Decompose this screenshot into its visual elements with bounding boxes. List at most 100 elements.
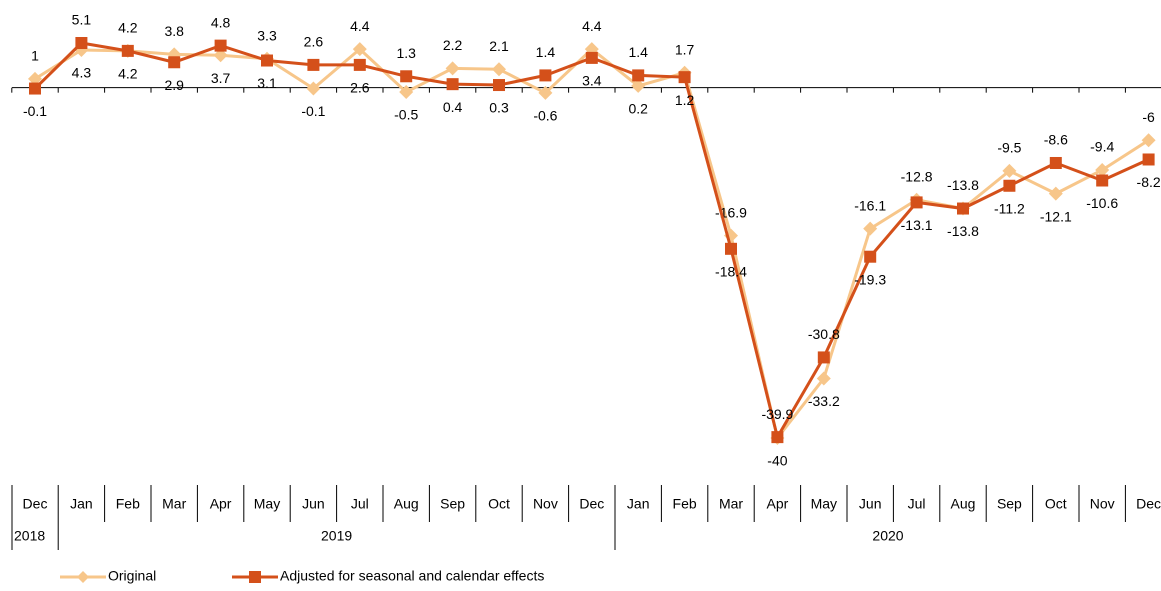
marker (1049, 156, 1062, 169)
legend-label: Adjusted for seasonal and calendar effec… (280, 568, 544, 584)
data-label: 0.2 (628, 101, 648, 117)
x-tick-label: Aug (394, 496, 419, 512)
x-tick-label: Jan (627, 496, 650, 512)
data-label: -0.1 (301, 103, 325, 119)
marker (1002, 163, 1017, 178)
year-label: 2020 (872, 528, 903, 544)
marker (725, 242, 737, 255)
x-tick-label: Feb (673, 496, 697, 512)
x-tick-label: Jul (351, 496, 369, 512)
data-label: 1.4 (628, 44, 648, 60)
marker (863, 221, 878, 236)
marker (121, 44, 134, 57)
data-label: 2.1 (489, 38, 509, 54)
marker (585, 51, 598, 64)
marker (353, 58, 366, 71)
x-tick-label: Sep (440, 496, 465, 512)
marker (29, 82, 41, 95)
data-label: 4.4 (350, 18, 370, 34)
marker (261, 54, 273, 67)
marker (400, 70, 413, 83)
marker (910, 196, 923, 209)
marker (492, 62, 506, 77)
data-label: 3.8 (164, 23, 184, 39)
data-label: 1.7 (675, 41, 695, 57)
legend-marker (249, 571, 261, 583)
data-label: -11.2 (994, 200, 1025, 216)
data-label: -9.4 (1090, 139, 1114, 155)
data-label: -19.3 (854, 271, 886, 287)
data-label: 4.8 (211, 14, 231, 30)
x-tick-label: Nov (1090, 496, 1115, 512)
marker (817, 351, 830, 364)
series-line (34, 47, 1150, 442)
data-label: 2.2 (443, 37, 463, 53)
data-label: 1.4 (536, 44, 556, 60)
marker (538, 85, 553, 100)
x-tick-label: Dec (23, 496, 48, 512)
marker (445, 61, 460, 76)
marker (816, 371, 831, 386)
x-tick-label: Feb (116, 496, 140, 512)
data-label: 4.2 (118, 66, 138, 82)
x-tick-label: Jun (302, 496, 325, 512)
year-label: 2018 (14, 528, 45, 544)
data-label: -18.4 (715, 264, 747, 280)
year-label: 2019 (321, 528, 352, 544)
marker (631, 78, 646, 93)
marker (214, 39, 227, 52)
marker (864, 250, 877, 263)
x-tick-label: Oct (1045, 496, 1067, 512)
x-tick-label: Apr (767, 496, 789, 512)
marker (632, 69, 645, 82)
data-label: -16.1 (854, 197, 886, 213)
marker (1095, 162, 1110, 177)
data-label: -39.9 (761, 406, 793, 422)
marker (75, 37, 88, 49)
marker (446, 78, 459, 91)
data-label: 5.1 (72, 12, 92, 28)
data-label: 4.2 (118, 20, 138, 36)
marker (957, 202, 969, 215)
data-label: -8.6 (1044, 132, 1068, 148)
marker (1048, 186, 1063, 201)
series-line (33, 41, 1150, 442)
x-tick-label: Oct (488, 496, 510, 512)
data-label: -13.8 (947, 177, 979, 193)
marker (399, 85, 414, 100)
x-tick-label: Dec (1136, 496, 1161, 512)
marker (352, 42, 367, 57)
data-label: 4.3 (72, 65, 92, 81)
x-tick-label: Apr (210, 496, 232, 512)
data-label: -0.6 (533, 108, 557, 124)
marker (307, 58, 320, 71)
data-label: -12.1 (1040, 208, 1072, 224)
data-label: -0.5 (394, 107, 418, 123)
marker (1003, 179, 1016, 192)
data-label: -8.2 (1137, 174, 1161, 190)
marker (539, 69, 552, 82)
x-tick-label: Sep (997, 496, 1022, 512)
marker (168, 56, 181, 69)
data-label: 3.4 (582, 73, 602, 89)
marker (678, 71, 691, 84)
x-tick-label: Mar (162, 496, 186, 512)
data-label: 2.6 (350, 80, 370, 96)
x-tick-label: Nov (533, 496, 558, 512)
data-label: 3.7 (211, 70, 231, 86)
data-label: -33.2 (808, 393, 840, 409)
marker (771, 431, 784, 444)
data-label: 3.3 (257, 27, 277, 43)
data-label: -30.8 (808, 326, 840, 342)
data-label: 1.2 (675, 92, 695, 108)
data-label: 4.4 (582, 18, 602, 34)
marker (1142, 153, 1155, 166)
data-label: 1.3 (396, 45, 416, 61)
marker (1096, 174, 1109, 187)
data-label: -13.1 (901, 217, 933, 233)
marker (28, 71, 42, 86)
x-tick-label: Jan (70, 496, 93, 512)
data-label: -9.5 (997, 140, 1021, 156)
data-label: -6 (1142, 109, 1155, 125)
